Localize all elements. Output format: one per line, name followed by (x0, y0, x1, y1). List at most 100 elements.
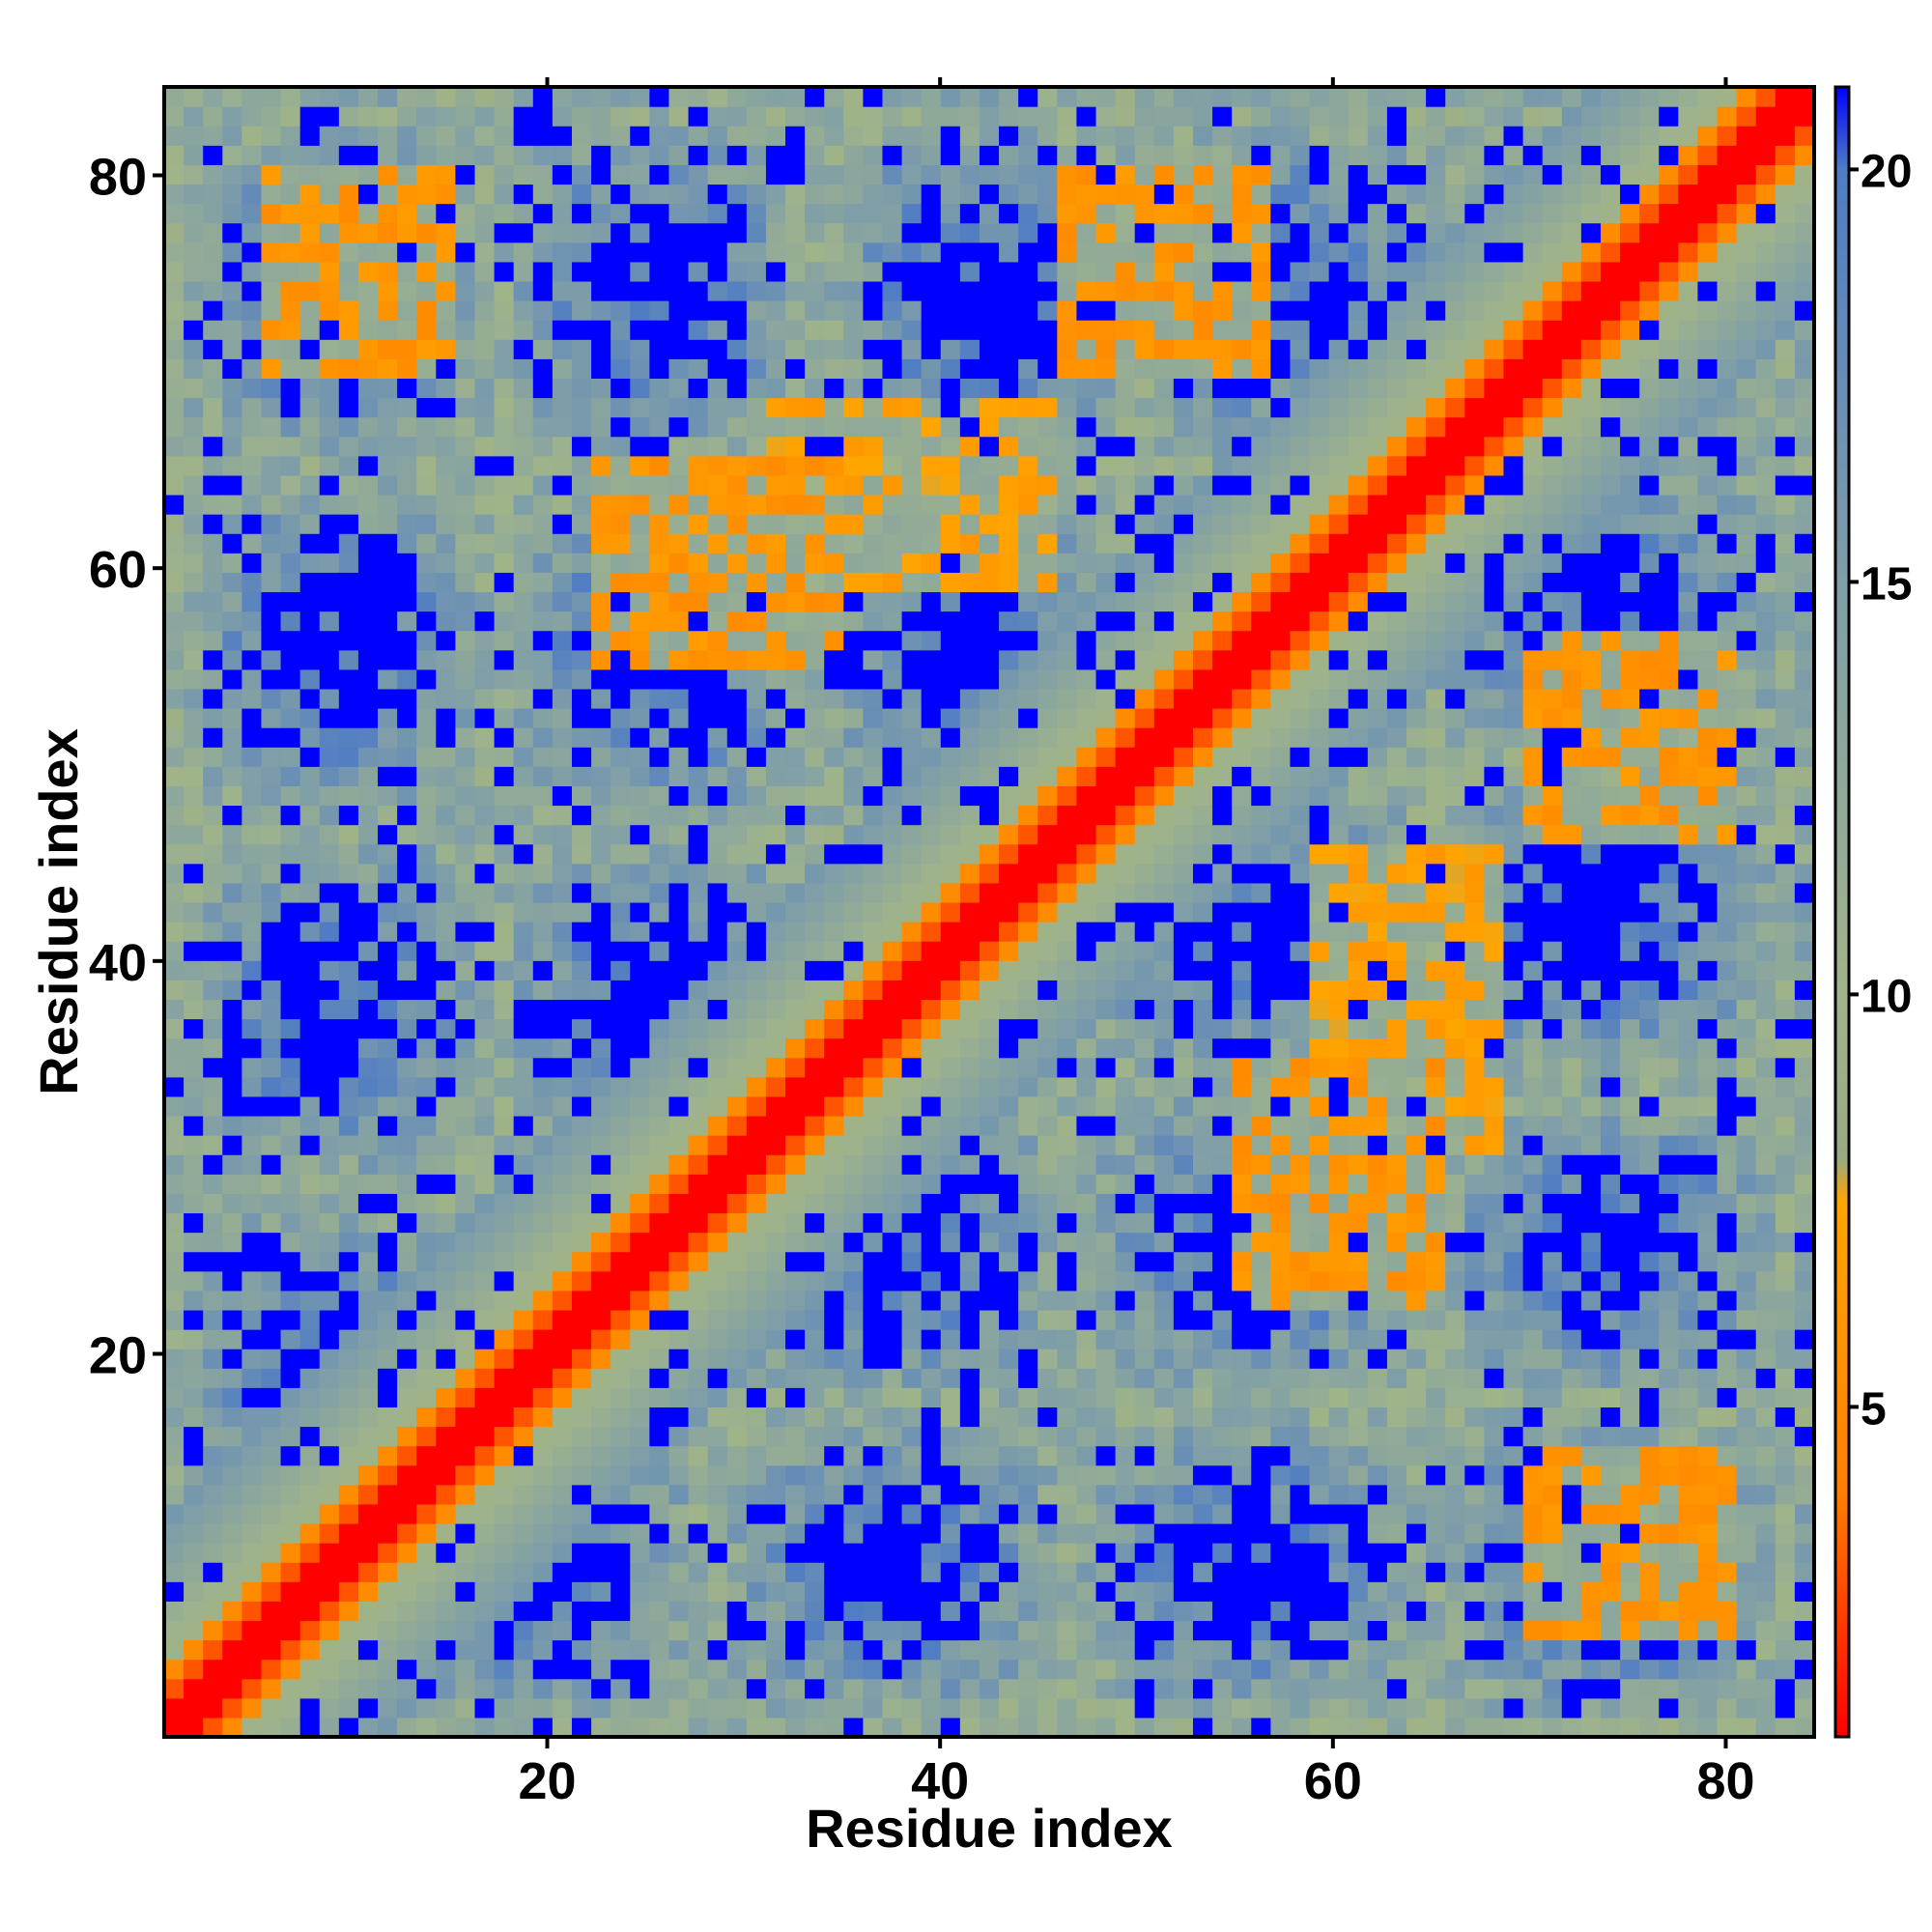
heatmap-cell (261, 1095, 282, 1117)
heatmap-cell (959, 145, 980, 165)
heatmap-cell (765, 591, 786, 612)
heatmap-cell (630, 184, 650, 205)
heatmap-cell (436, 1387, 457, 1407)
heatmap-cell (1290, 1445, 1311, 1466)
heatmap-cell (1232, 1697, 1252, 1719)
heatmap-cell (1134, 242, 1155, 263)
heatmap-cell (1173, 300, 1194, 321)
heatmap-cell (1153, 164, 1175, 185)
heatmap-cell (164, 533, 185, 554)
heatmap-cell (552, 1620, 573, 1641)
heatmap-cell (805, 1329, 825, 1350)
heatmap-cell (824, 960, 844, 980)
heatmap-cell (882, 1406, 903, 1428)
heatmap-cell (261, 533, 282, 554)
heatmap-cell (164, 203, 185, 224)
heatmap-cell (1212, 474, 1233, 496)
heatmap-cell (1192, 320, 1213, 340)
heatmap-cell (843, 1095, 864, 1117)
heatmap-cell (1057, 843, 1078, 865)
heatmap-cell (1173, 145, 1194, 165)
heatmap-cell (1134, 1562, 1155, 1582)
heatmap-cell (1251, 708, 1271, 728)
heatmap-cell (921, 378, 942, 399)
heatmap-cell (571, 1174, 592, 1194)
heatmap-cell (164, 1581, 185, 1602)
heatmap-cell (338, 1406, 359, 1428)
heatmap-cell (1076, 184, 1097, 205)
heatmap-cell (1037, 1659, 1058, 1680)
heatmap-cell (552, 455, 573, 476)
heatmap-cell (203, 339, 223, 359)
heatmap-cell (1290, 688, 1311, 709)
heatmap-cell (532, 474, 554, 496)
heatmap-cell (552, 1290, 573, 1311)
heatmap-cell (532, 358, 554, 380)
heatmap-cell (959, 1174, 980, 1194)
heatmap-cell (649, 436, 670, 457)
heatmap-cell (824, 1057, 844, 1078)
heatmap-cell (999, 553, 1019, 573)
heatmap-cell (436, 766, 457, 786)
heatmap-cell (785, 1503, 806, 1524)
heatmap-cell (959, 1406, 980, 1428)
heatmap-cell (1018, 203, 1038, 224)
heatmap-cell (726, 1290, 748, 1311)
heatmap-cell (416, 87, 437, 107)
heatmap-cell (611, 824, 631, 845)
heatmap-cell (630, 922, 650, 942)
heatmap-cell (707, 824, 728, 845)
heatmap-cell (1115, 1484, 1136, 1505)
heatmap-cell (1232, 901, 1252, 923)
heatmap-cell (1232, 1290, 1252, 1311)
heatmap-cell (357, 1562, 379, 1582)
heatmap-cell (242, 87, 263, 107)
heatmap-cell (474, 708, 496, 728)
heatmap-cell (863, 649, 884, 670)
heatmap-cell (1251, 145, 1271, 165)
heatmap-cell (552, 688, 573, 709)
heatmap-cell (436, 1018, 457, 1039)
heatmap-cell (1057, 203, 1078, 224)
heatmap-cell (513, 785, 534, 807)
heatmap-cell (1212, 611, 1233, 632)
heatmap-cell (203, 533, 223, 554)
heatmap-cell (1251, 1426, 1271, 1447)
heatmap-cell (357, 688, 379, 709)
heatmap-cell (261, 805, 282, 826)
heatmap-cell (1095, 1639, 1117, 1661)
heatmap-cell (630, 630, 650, 651)
heatmap-cell (1212, 164, 1233, 185)
heatmap-cell (338, 999, 359, 1020)
heatmap-cell (726, 1445, 748, 1466)
heatmap-cell (746, 1174, 767, 1194)
heatmap-cell (901, 922, 923, 942)
heatmap-cell (532, 1290, 554, 1311)
heatmap-cell (338, 280, 359, 301)
heatmap-cell (765, 901, 786, 923)
heatmap-cell (299, 222, 321, 243)
heatmap-cell (203, 1174, 223, 1194)
heatmap-cell (591, 1678, 611, 1699)
heatmap-cell (843, 1678, 864, 1699)
heatmap-cell (591, 1076, 611, 1097)
heatmap-cell (184, 87, 204, 107)
heatmap-cell (242, 416, 263, 438)
heatmap-cell (940, 397, 961, 418)
heatmap-cell (882, 494, 903, 515)
heatmap-cell (863, 1018, 884, 1039)
heatmap-cell (591, 727, 611, 748)
heatmap-cell (843, 1406, 864, 1428)
heatmap-cell (668, 1562, 690, 1582)
heatmap-cell (513, 1426, 534, 1447)
heatmap-cell (863, 280, 884, 301)
heatmap-cell (707, 688, 728, 709)
heatmap-cell (785, 1037, 806, 1059)
heatmap-cell (184, 222, 204, 243)
heatmap-cell (979, 1678, 1000, 1699)
heatmap-cell (416, 1522, 437, 1544)
heatmap-cell (1192, 436, 1213, 457)
heatmap-cell (591, 1522, 611, 1544)
heatmap-cell (1212, 397, 1233, 418)
heatmap-cell (184, 1290, 204, 1311)
